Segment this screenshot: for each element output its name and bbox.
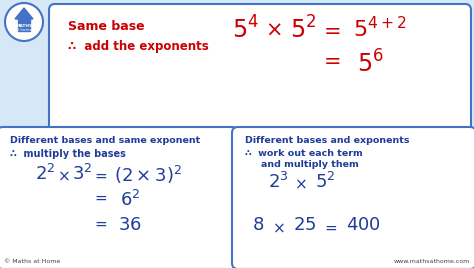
FancyBboxPatch shape [18, 19, 30, 31]
Text: MATHS: MATHS [15, 24, 33, 28]
Text: Different bases and exponents: Different bases and exponents [245, 136, 410, 145]
Text: $=$: $=$ [319, 50, 341, 70]
Text: www.mathsathome.com: www.mathsathome.com [394, 259, 470, 264]
Text: Same base: Same base [68, 20, 145, 33]
Text: $400$: $400$ [346, 216, 381, 234]
Text: $2^2$: $2^2$ [35, 164, 55, 184]
Text: $25$: $25$ [293, 216, 317, 234]
Text: $=$: $=$ [92, 190, 108, 205]
Text: © Maths at Home: © Maths at Home [4, 259, 60, 264]
Text: $=$: $=$ [92, 216, 108, 231]
Text: $5^2$: $5^2$ [315, 172, 335, 192]
Text: ∴  work out each term: ∴ work out each term [245, 149, 363, 158]
Text: $5^{4+2}$: $5^{4+2}$ [353, 16, 407, 41]
Text: ∴  multiply the bases: ∴ multiply the bases [10, 149, 126, 159]
FancyBboxPatch shape [49, 4, 471, 136]
Text: $=$: $=$ [92, 168, 108, 183]
Text: $\times$: $\times$ [272, 220, 284, 235]
Text: $\times$: $\times$ [57, 168, 69, 183]
Text: $=$: $=$ [319, 20, 341, 40]
FancyBboxPatch shape [232, 127, 474, 268]
Text: $6^2$: $6^2$ [120, 190, 140, 210]
Text: $=$: $=$ [322, 220, 338, 235]
Text: $\times$: $\times$ [264, 20, 282, 40]
Text: $5^4$: $5^4$ [232, 16, 258, 43]
Text: $(2\times3)^2$: $(2\times3)^2$ [114, 164, 182, 186]
FancyBboxPatch shape [0, 127, 238, 268]
Text: $2^3$: $2^3$ [268, 172, 288, 192]
Text: $8$: $8$ [252, 216, 264, 234]
Text: $5^2$: $5^2$ [290, 16, 316, 43]
Circle shape [5, 3, 43, 41]
Text: $36$: $36$ [118, 216, 142, 234]
Text: $\times$: $\times$ [294, 176, 306, 191]
Text: and multiply them: and multiply them [261, 160, 359, 169]
Text: $5^6$: $5^6$ [356, 50, 383, 77]
Text: Different bases and same exponent: Different bases and same exponent [10, 136, 200, 145]
Text: $3^2$: $3^2$ [72, 164, 92, 184]
Text: at home: at home [16, 28, 33, 32]
Text: ∴  add the exponents: ∴ add the exponents [68, 40, 209, 53]
Polygon shape [15, 8, 33, 19]
